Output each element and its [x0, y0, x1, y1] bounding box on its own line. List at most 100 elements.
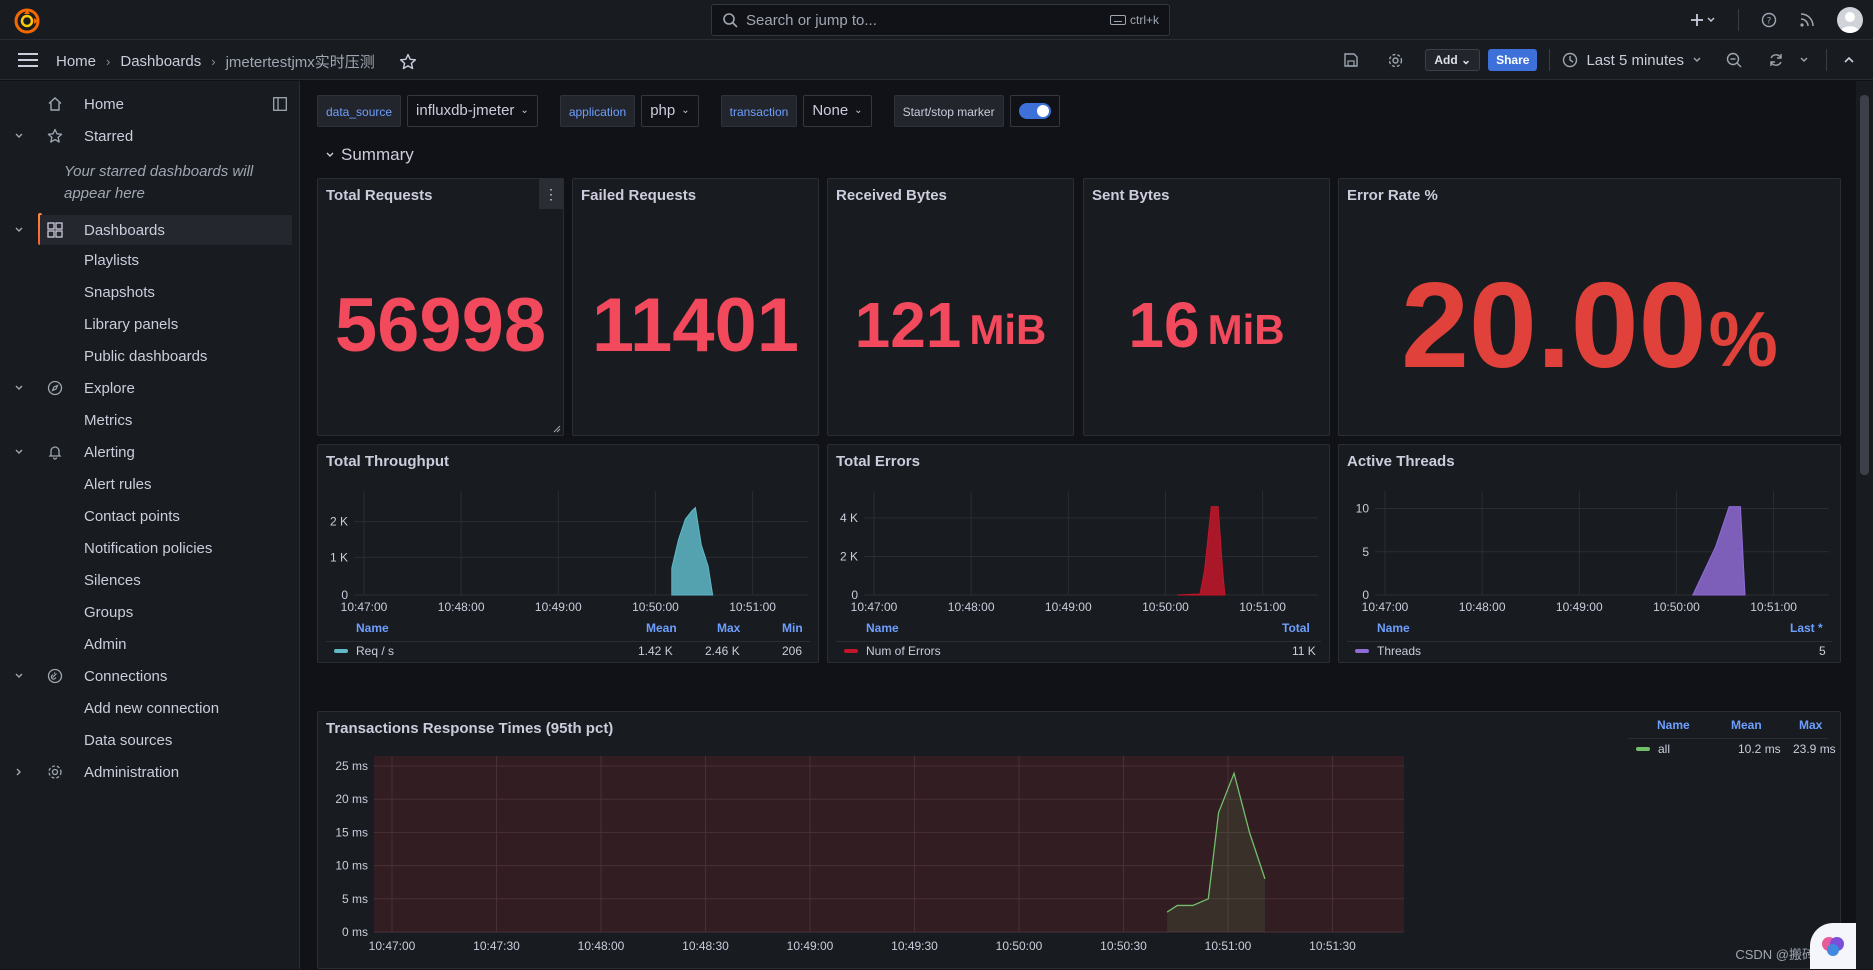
panel-error-rate[interactable]: Error Rate % 20.00% — [1338, 178, 1841, 436]
legend-header-total[interactable]: Total — [1282, 621, 1310, 635]
dashboards-grid-icon — [47, 222, 63, 238]
chevron-down-icon[interactable] — [14, 225, 24, 235]
panel-received-bytes[interactable]: Received Bytes 121 MiB — [827, 178, 1074, 436]
save-dashboard-button[interactable] — [1337, 52, 1365, 68]
breadcrumb-dashboards[interactable]: Dashboards — [120, 53, 202, 70]
legend-header-max[interactable]: Max — [1799, 718, 1823, 732]
settings-button[interactable] — [1381, 52, 1409, 69]
chevron-down-icon[interactable] — [14, 447, 24, 457]
legend-header-name[interactable]: Name — [1377, 621, 1410, 635]
news-button[interactable] — [1799, 12, 1815, 28]
sidebar-item-home[interactable]: Home — [0, 90, 300, 118]
sidebar-item-public-dashboards[interactable]: Public dashboards — [84, 347, 208, 365]
sidebar-item-notification-policies[interactable]: Notification policies — [84, 539, 213, 557]
legend-header-mean[interactable]: Mean — [1731, 718, 1762, 732]
panel-total-throughput[interactable]: Total Throughput 2 K 1 K 0 10:47:00 10:48:00… — [317, 444, 819, 663]
grafana-logo-icon[interactable] — [14, 8, 40, 34]
legend-header-mean[interactable]: Mean — [646, 621, 677, 635]
sidebar-item-admin[interactable]: Admin — [84, 635, 127, 653]
menu-icon[interactable] — [18, 52, 38, 68]
y-tick-label: 5 — [1362, 545, 1369, 559]
resize-handle-icon[interactable] — [553, 425, 561, 433]
threads-graph[interactable]: 10 5 010:47:00 10:48:00 10:49:00 10:50:00 10:5… — [1339, 481, 1839, 621]
errors-graph[interactable]: 4 K 2 K 010:47:00 10:48:00 10:49:00 10:50:00 1… — [828, 481, 1328, 621]
transaction-select[interactable]: None ⌄ — [803, 95, 872, 127]
keyboard-icon — [1109, 15, 1126, 25]
sidebar-item-administration[interactable]: Administration — [0, 758, 300, 786]
add-button[interactable]: Add ⌄ — [1425, 49, 1481, 71]
sidebar-item-snapshots[interactable]: Snapshots — [84, 283, 155, 301]
legend-value-max: 23.9 ms — [1793, 742, 1836, 756]
threshold-region — [374, 756, 1404, 932]
search-input[interactable]: Search or jump to... ctrl+k — [711, 4, 1170, 36]
panel-title: Sent Bytes — [1092, 187, 1170, 204]
panel-sent-bytes[interactable]: Sent Bytes 16 MiB — [1083, 178, 1330, 436]
sidebar-item-starred[interactable]: Starred — [0, 122, 300, 150]
panel-total-requests[interactable]: Total Requests ⋮ 56998 — [317, 178, 564, 436]
legend-header-name[interactable]: Name — [356, 621, 389, 635]
chevron-down-icon: ⌄ — [681, 105, 690, 116]
avatar[interactable] — [1837, 7, 1863, 33]
dock-menu-icon[interactable] — [273, 97, 287, 111]
sidebar-item-add-new-connection[interactable]: Add new connection — [84, 699, 220, 717]
plus-icon — [1691, 14, 1715, 26]
legend-item[interactable]: Threads — [1355, 644, 1421, 658]
star-icon[interactable] — [399, 53, 417, 71]
breadcrumb-home[interactable]: Home — [56, 53, 97, 70]
legend-header-max[interactable]: Max — [717, 621, 741, 635]
chevron-down-icon[interactable] — [14, 671, 24, 681]
scrollbar-thumb[interactable] — [1860, 95, 1869, 475]
legend-separator — [1628, 738, 1828, 739]
panel-active-threads[interactable]: Active Threads 10 5 0 10:47:00 10:48:00 10:49… — [1338, 444, 1841, 663]
sidebar-item-explore[interactable]: Explore — [0, 374, 300, 402]
sidebar-item-contact-points[interactable]: Contact points — [84, 507, 180, 525]
data-source-select[interactable]: influxdb-jmeter ⌄ — [407, 95, 538, 127]
throughput-graph[interactable]: 2 K 1 K 010:47:00 10:48:00 10:49:00 10:50:00 1… — [318, 481, 818, 621]
clock-icon — [1563, 52, 1578, 68]
time-range-picker[interactable]: Last 5 minutes — [1562, 52, 1702, 69]
refresh-button[interactable] — [1762, 52, 1790, 68]
chevron-right-icon[interactable] — [14, 767, 24, 777]
sidebar-item-dashboards[interactable]: Dashboards — [40, 215, 292, 245]
sidebar-item-data-sources[interactable]: Data sources — [84, 731, 173, 749]
sidebar-item-metrics[interactable]: Metrics — [84, 411, 133, 429]
legend-item[interactable]: all — [1636, 742, 1670, 756]
share-button[interactable]: Share — [1488, 49, 1538, 71]
sidebar-item-playlists[interactable]: Playlists — [84, 251, 140, 269]
scrollbar[interactable] — [1856, 81, 1873, 969]
refresh-icon — [1770, 54, 1782, 66]
start-stop-marker-toggle[interactable] — [1009, 95, 1060, 127]
help-button[interactable]: ? — [1761, 12, 1777, 28]
new-menu-button[interactable] — [1690, 13, 1716, 27]
chevron-down-icon[interactable] — [14, 131, 24, 141]
assistant-bubble[interactable] — [1810, 923, 1856, 969]
sidebar-item-alerting[interactable]: Alerting — [0, 438, 300, 466]
chevron-down-icon[interactable] — [14, 383, 24, 393]
panel-menu-button[interactable]: ⋮ — [539, 179, 563, 209]
collapse-toolbar-button[interactable] — [1839, 54, 1859, 66]
zoom-out-icon — [1726, 52, 1742, 68]
legend-value-total: 11 K — [1292, 644, 1316, 658]
legend-header-name[interactable]: Name — [1657, 718, 1690, 732]
legend-item[interactable]: Req / s — [334, 644, 394, 658]
panel-total-errors[interactable]: Total Errors 4 K 2 K 0 10:47:00 10:48:00 10:4… — [827, 444, 1330, 663]
zoom-out-button[interactable] — [1720, 52, 1748, 68]
application-select[interactable]: php ⌄ — [641, 95, 699, 127]
row-summary[interactable]: Summary — [325, 145, 414, 165]
legend-header-last[interactable]: Last * — [1790, 621, 1823, 635]
panel-response-times[interactable]: Transactions Response Times (95th pct) 2… — [317, 711, 1841, 969]
x-tick-label: 10:49:00 — [1045, 600, 1092, 614]
legend-header-name[interactable]: Name — [866, 621, 899, 635]
sidebar-item-connections[interactable]: Connections — [0, 662, 300, 690]
sidebar-item-silences[interactable]: Silences — [84, 571, 141, 589]
legend-value-mean: 10.2 ms — [1738, 742, 1781, 756]
refresh-interval-button[interactable] — [1794, 55, 1814, 65]
sidebar-item-alert-rules[interactable]: Alert rules — [84, 475, 152, 493]
sidebar-item-library-panels[interactable]: Library panels — [84, 315, 179, 333]
panel-failed-requests[interactable]: Failed Requests 11401 — [572, 178, 819, 436]
series-area — [1167, 773, 1265, 932]
sidebar-item-groups[interactable]: Groups — [84, 603, 134, 621]
legend-item[interactable]: Num of Errors — [844, 644, 941, 658]
legend-header-min[interactable]: Min — [782, 621, 803, 635]
